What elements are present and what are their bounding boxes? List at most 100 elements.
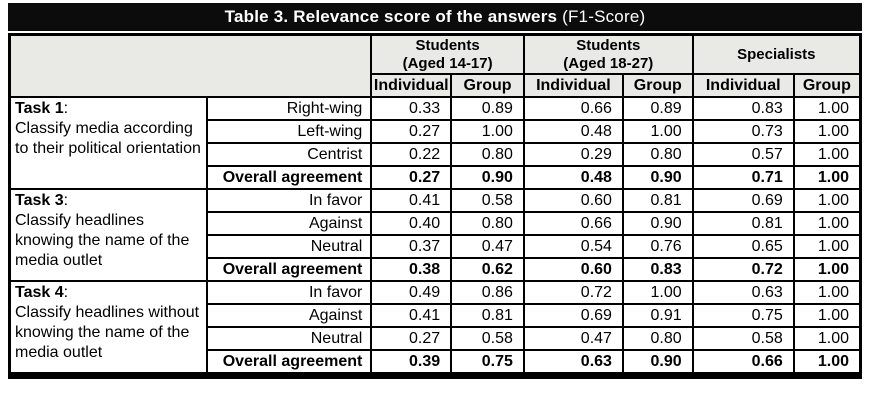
task-colon: : (63, 284, 69, 301)
group-header-line: Specialists (737, 45, 816, 63)
table-row: Neutral 0.27 0.58 0.47 0.80 0.58 1.00 (10, 326, 862, 351)
group-header-row: Students (Aged 14-17) Students (Aged 18-… (8, 33, 862, 98)
value-cell: 0.73 (691, 119, 795, 144)
task-name: Task 3 (15, 192, 64, 209)
task-name: Task 1 (15, 100, 64, 117)
value-cell: 1.00 (792, 280, 862, 305)
table-caption-main: Table 3. Relevance score of the answers (224, 7, 558, 26)
value-cell: 1.00 (450, 119, 525, 144)
value-cell: 0.63 (691, 280, 795, 305)
value-cell: 1.00 (792, 257, 862, 282)
value-cell: 0.80 (621, 142, 694, 167)
value-cell: 0.62 (450, 257, 525, 282)
value-cell: 0.89 (621, 96, 694, 121)
row-label: Left-wing (205, 119, 373, 144)
table-row: Centrist 0.22 0.80 0.29 0.80 0.57 1.00 (10, 142, 862, 167)
value-cell: 0.63 (522, 349, 624, 377)
group-header-line: (Aged 14-17) (402, 54, 493, 72)
table-row: Neutral 0.37 0.47 0.54 0.76 0.65 1.00 (10, 234, 862, 259)
row-label: In favor (205, 188, 373, 213)
value-cell: 0.27 (370, 165, 453, 190)
value-cell: 0.81 (691, 211, 795, 236)
value-cell: 0.48 (522, 119, 624, 144)
value-cell: 0.39 (370, 349, 453, 377)
value-cell: 0.75 (691, 303, 795, 328)
col-header-individual-specialists: Individual (691, 73, 795, 98)
value-cell: 1.00 (792, 165, 862, 190)
value-cell: 1.00 (792, 96, 862, 121)
value-cell: 0.58 (450, 326, 525, 351)
value-cell: 0.27 (370, 119, 453, 144)
value-cell: 0.38 (370, 257, 453, 282)
value-cell: 0.69 (522, 303, 624, 328)
value-cell: 1.00 (792, 211, 862, 236)
relevance-score-table: Students (Aged 14-17) Students (Aged 18-… (8, 33, 862, 379)
value-cell: 0.37 (370, 234, 453, 259)
value-cell: 0.72 (691, 257, 795, 282)
table-row: Left-wing 0.27 1.00 0.48 1.00 0.73 1.00 (10, 119, 862, 144)
task-description: Classify headlines without knowing the n… (15, 304, 200, 361)
value-cell: 0.57 (691, 142, 795, 167)
value-cell: 0.72 (522, 280, 624, 305)
table-row-overall: Overall agreement 0.39 0.75 0.63 0.90 0.… (10, 349, 862, 377)
row-label: Centrist (205, 142, 373, 167)
value-cell: 0.83 (621, 257, 694, 282)
value-cell: 0.80 (450, 211, 525, 236)
row-label: Overall agreement (205, 165, 373, 190)
value-cell: 0.48 (522, 165, 624, 190)
value-cell: 0.90 (450, 165, 525, 190)
value-cell: 0.27 (370, 326, 453, 351)
value-cell: 0.66 (522, 211, 624, 236)
value-cell: 1.00 (792, 119, 862, 144)
value-cell: 0.69 (691, 188, 795, 213)
row-label: Neutral (205, 326, 373, 351)
corner-cell (8, 33, 373, 98)
table-row: Against 0.41 0.81 0.69 0.91 0.75 1.00 (10, 303, 862, 328)
value-cell: 0.22 (370, 142, 453, 167)
group-header-line: Students (576, 36, 641, 54)
value-cell: 1.00 (792, 188, 862, 213)
row-label: In favor (205, 280, 373, 305)
value-cell: 0.83 (691, 96, 795, 121)
task-description: Classify media according to their politi… (15, 120, 201, 157)
row-label: Overall agreement (205, 349, 373, 377)
task-3-cell: Task 3: Classify headlines knowing the n… (8, 188, 208, 282)
task-description: Classify headlines knowing the name of t… (15, 212, 190, 269)
value-cell: 0.90 (621, 211, 694, 236)
task-name: Task 4 (15, 284, 64, 301)
value-cell: 0.54 (522, 234, 624, 259)
value-cell: 0.75 (450, 349, 525, 377)
value-cell: 0.86 (450, 280, 525, 305)
value-cell: 1.00 (792, 234, 862, 259)
table-caption: Table 3. Relevance score of the answers … (8, 3, 862, 31)
value-cell: 1.00 (792, 326, 862, 351)
value-cell: 0.40 (370, 211, 453, 236)
task-1-cell: Task 1: Classify media according to thei… (8, 96, 208, 190)
table-row-overall: Overall agreement 0.38 0.62 0.60 0.83 0.… (10, 257, 862, 282)
value-cell: 0.47 (450, 234, 525, 259)
table-row-overall: Overall agreement 0.27 0.90 0.48 0.90 0.… (10, 165, 862, 190)
task-4-cell: Task 4: Classify headlines without knowi… (8, 280, 208, 377)
value-cell: 0.66 (522, 96, 624, 121)
value-cell: 0.90 (621, 165, 694, 190)
value-cell: 0.76 (621, 234, 694, 259)
group-header-students-14-17: Students (Aged 14-17) (370, 33, 525, 75)
col-header-group-18-27: Group (621, 73, 694, 98)
value-cell: 0.58 (691, 326, 795, 351)
value-cell: 1.00 (621, 119, 694, 144)
value-cell: 0.29 (522, 142, 624, 167)
row-label: Right-wing (205, 96, 373, 121)
value-cell: 0.41 (370, 188, 453, 213)
value-cell: 0.33 (370, 96, 453, 121)
value-cell: 1.00 (792, 303, 862, 328)
task-colon: : (63, 192, 69, 209)
value-cell: 1.00 (621, 280, 694, 305)
value-cell: 0.60 (522, 257, 624, 282)
value-cell: 0.80 (450, 142, 525, 167)
col-header-group-specialists: Group (792, 73, 862, 98)
value-cell: 0.47 (522, 326, 624, 351)
table-row: Against 0.40 0.80 0.66 0.90 0.81 1.00 (10, 211, 862, 236)
value-cell: 0.65 (691, 234, 795, 259)
value-cell: 0.80 (621, 326, 694, 351)
